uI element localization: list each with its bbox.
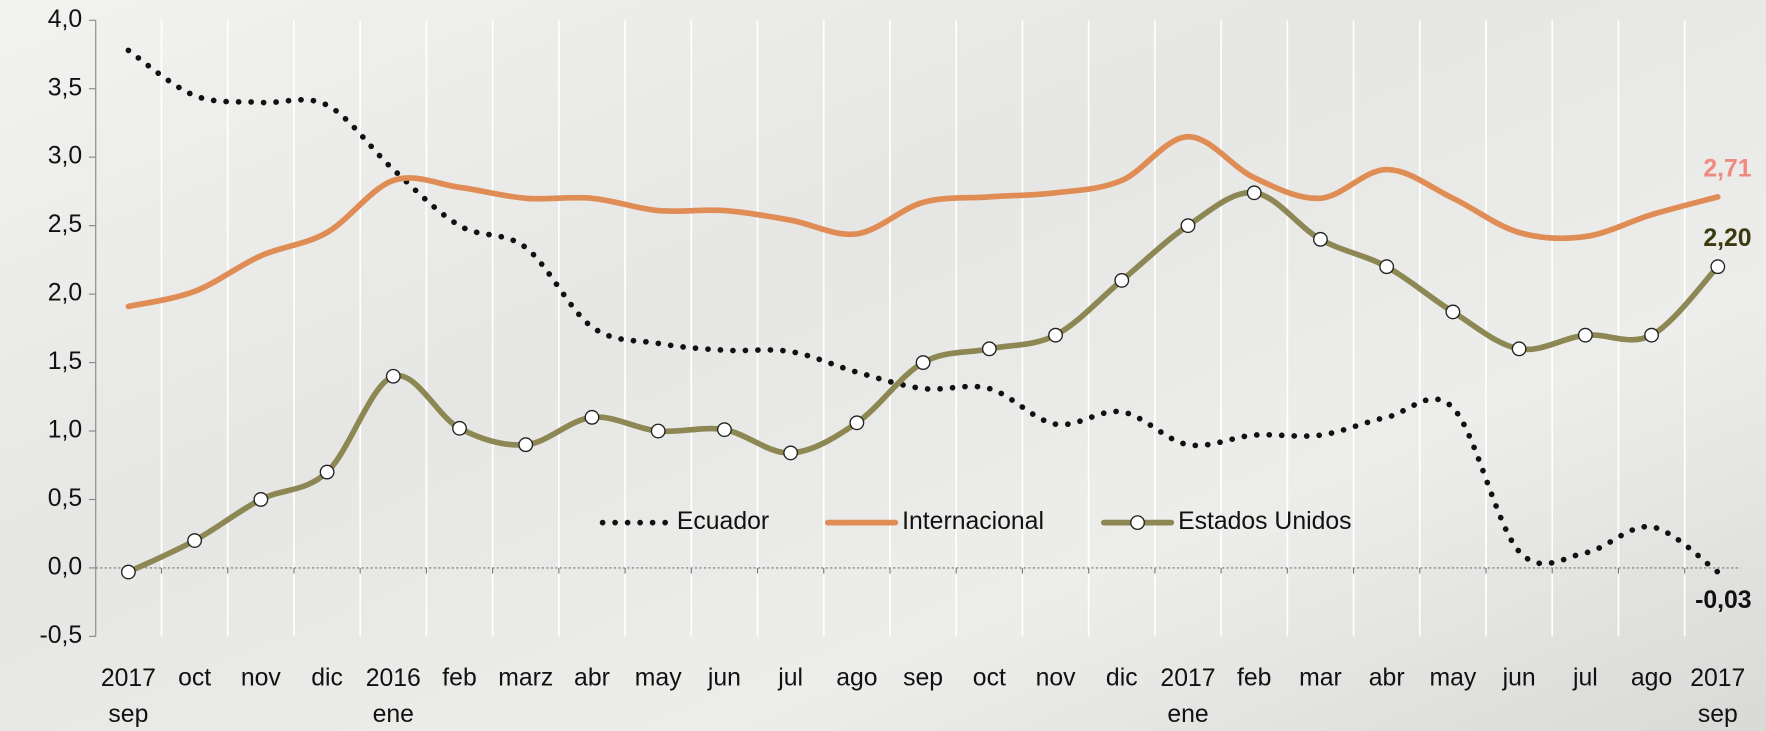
x-tick-label: oct <box>973 665 1006 692</box>
series-marker <box>187 533 203 548</box>
series-marker <box>1246 185 1262 201</box>
x-tick-label: nov <box>241 665 282 692</box>
legend-label: Ecuador <box>677 508 769 535</box>
x-tick-label: feb <box>1237 665 1271 692</box>
x-tick-label: mar <box>1299 665 1342 692</box>
x-tick-label: 2016 ene <box>366 665 421 728</box>
data-label: -0,03 <box>1695 587 1751 614</box>
x-tick-label: ago <box>836 665 877 692</box>
series-marker <box>1379 259 1395 275</box>
x-tick-label: may <box>635 665 682 692</box>
x-tick-label: abr <box>574 665 610 692</box>
series-marker <box>1644 327 1660 343</box>
series-marker <box>319 464 335 480</box>
series-marker <box>716 422 732 438</box>
x-tick-label: 2017 sep <box>1690 665 1745 728</box>
x-tick-label-line: 2017 <box>1690 665 1745 692</box>
x-tick-label: jun <box>707 665 741 692</box>
y-tick-label: 4,0 <box>48 6 82 33</box>
x-tick-label: dic <box>311 665 343 692</box>
y-tick-label: 2,0 <box>48 280 82 307</box>
x-tick-label-line: ene <box>373 701 414 728</box>
series-marker <box>783 445 799 461</box>
series-marker <box>385 368 401 384</box>
series-marker <box>849 415 865 431</box>
y-tick-label: 2,5 <box>48 211 82 238</box>
x-tick-label-line: ene <box>1167 701 1208 728</box>
series-marker <box>518 437 534 453</box>
x-tick-label: may <box>1429 665 1476 692</box>
series-marker <box>120 564 136 580</box>
x-tick-label-line: 2017 <box>1160 665 1215 692</box>
x-tick-label-line: 2016 <box>366 665 421 692</box>
series-marker <box>650 423 666 439</box>
x-tick-label: abr <box>1369 665 1405 692</box>
x-tick-label: jul <box>777 665 803 692</box>
series-marker <box>1114 272 1130 288</box>
x-tick-label: jun <box>1502 665 1536 692</box>
series-marker <box>1511 341 1527 357</box>
legend-label: Estados Unidos <box>1178 508 1351 535</box>
y-tick-label: -0,5 <box>40 622 83 649</box>
x-tick-label-line: sep <box>108 701 148 728</box>
x-tick-label: 2017 ene <box>1160 665 1215 728</box>
x-tick-label: sep <box>903 665 943 692</box>
series-marker <box>1710 259 1726 275</box>
x-tick-label: ago <box>1631 665 1672 692</box>
y-tick-label: 0,5 <box>48 485 82 512</box>
legend-label: Internacional <box>902 508 1044 535</box>
y-tick-label: 3,0 <box>48 143 82 170</box>
x-tick-label: feb <box>442 665 476 692</box>
series-line <box>125 133 1721 310</box>
y-tick-label: 1,5 <box>48 348 82 375</box>
series-marker <box>1180 218 1196 234</box>
y-tick-label: 1,0 <box>48 417 82 444</box>
y-tick-label: 0,0 <box>48 553 82 580</box>
series-marker <box>584 409 600 425</box>
legend-marker <box>1130 515 1145 531</box>
x-tick-label-line: sep <box>1698 701 1738 728</box>
x-tick-label: oct <box>178 665 211 692</box>
series-marker <box>915 355 931 370</box>
series-marker <box>452 420 467 436</box>
y-tick-label: 3,5 <box>48 74 82 101</box>
x-tick-label: marz <box>498 665 553 692</box>
series-marker <box>1577 327 1593 343</box>
x-tick-label: jul <box>1572 665 1598 692</box>
series-marker <box>253 492 269 507</box>
x-tick-label: nov <box>1036 665 1077 692</box>
data-label: 2,20 <box>1703 225 1751 252</box>
x-tick-label-line: 2017 <box>101 665 156 692</box>
series-marker <box>1445 304 1461 320</box>
data-label: 2,71 <box>1703 155 1751 182</box>
x-tick-label: dic <box>1106 665 1138 692</box>
x-tick-label: 2017 sep <box>101 665 156 728</box>
series-marker <box>1313 231 1328 247</box>
series-marker <box>1048 327 1063 343</box>
series-marker <box>981 341 997 357</box>
